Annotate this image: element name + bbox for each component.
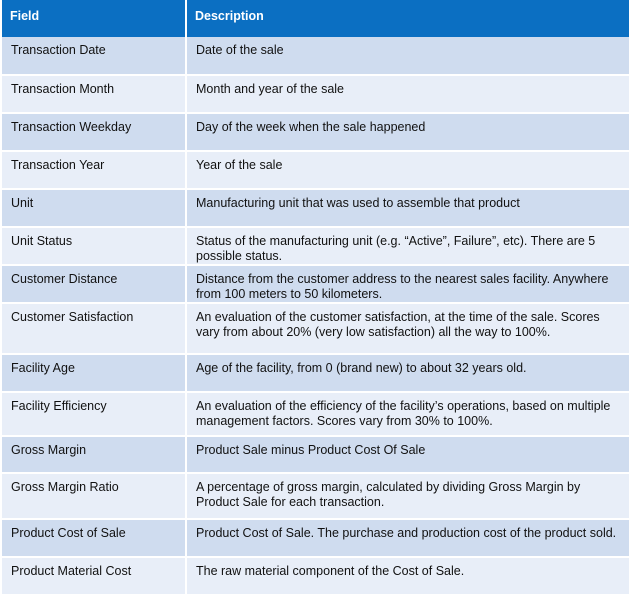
- column-header-field: Field: [2, 0, 187, 37]
- field-cell: Transaction Date: [2, 37, 187, 76]
- description-cell: Status of the manufacturing unit (e.g. “…: [186, 227, 629, 266]
- field-cell: Facility Age: [2, 354, 187, 393]
- column-header-description: Description: [186, 0, 629, 37]
- description-cell: An evaluation of the customer satisfacti…: [186, 303, 629, 355]
- table-row: Customer Distance Distance from the cust…: [2, 265, 629, 304]
- field-cell: Product Cost of Sale: [2, 519, 187, 558]
- field-cell: Gross Margin Ratio: [2, 473, 187, 520]
- description-cell: The raw material component of the Cost o…: [186, 557, 629, 596]
- field-cell: Product Material Cost: [2, 557, 187, 596]
- table-row: Facility Age Age of the facility, from 0…: [2, 354, 629, 393]
- description-cell: Product Cost of Sale. The purchase and p…: [186, 519, 629, 558]
- description-cell: Age of the facility, from 0 (brand new) …: [186, 354, 629, 393]
- table-row: Transaction Year Year of the sale: [2, 151, 629, 190]
- description-cell: A percentage of gross margin, calculated…: [186, 473, 629, 520]
- field-cell: Transaction Month: [2, 75, 187, 114]
- description-cell: Product Sale minus Product Cost Of Sale: [186, 436, 629, 474]
- description-cell: Distance from the customer address to th…: [186, 265, 629, 304]
- table-header-row: Field Description: [2, 0, 629, 37]
- table-row: Product Material Cost The raw material c…: [2, 557, 629, 596]
- table-row: Transaction Date Date of the sale: [2, 37, 629, 76]
- table-row: Gross Margin Ratio A percentage of gross…: [2, 473, 629, 520]
- description-cell: Manufacturing unit that was used to asse…: [186, 189, 629, 228]
- field-cell: Unit: [2, 189, 187, 228]
- field-cell: Customer Satisfaction: [2, 303, 187, 355]
- description-cell: Year of the sale: [186, 151, 629, 190]
- description-cell: Date of the sale: [186, 37, 629, 76]
- table-row: Gross Margin Product Sale minus Product …: [2, 436, 629, 474]
- table-row: Transaction Weekday Day of the week when…: [2, 113, 629, 152]
- field-cell: Facility Efficiency: [2, 392, 187, 437]
- table-row: Transaction Month Month and year of the …: [2, 75, 629, 114]
- field-cell: Customer Distance: [2, 265, 187, 304]
- field-cell: Gross Margin: [2, 436, 187, 474]
- table-row: Product Cost of Sale Product Cost of Sal…: [2, 519, 629, 558]
- description-cell: An evaluation of the efficiency of the f…: [186, 392, 629, 437]
- field-cell: Unit Status: [2, 227, 187, 266]
- table-row: Unit Status Status of the manufacturing …: [2, 227, 629, 266]
- table-row: Facility Efficiency An evaluation of the…: [2, 392, 629, 437]
- description-cell: Month and year of the sale: [186, 75, 629, 114]
- table-row: Unit Manufacturing unit that was used to…: [2, 189, 629, 228]
- table-row: Customer Satisfaction An evaluation of t…: [2, 303, 629, 355]
- field-cell: Transaction Weekday: [2, 113, 187, 152]
- field-cell: Transaction Year: [2, 151, 187, 190]
- description-cell: Day of the week when the sale happened: [186, 113, 629, 152]
